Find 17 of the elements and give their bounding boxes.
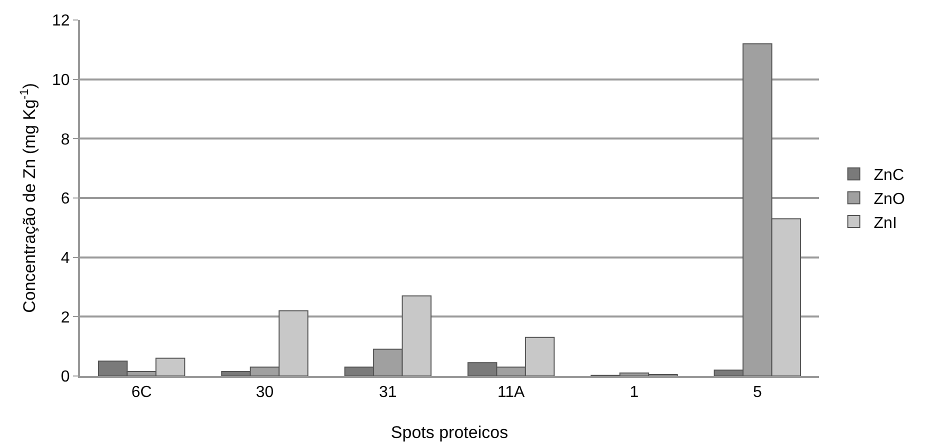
x-axis-title: Spots proteicos — [390, 423, 508, 442]
x-tick-label: 1 — [630, 384, 639, 402]
x-tick-label: 6C — [131, 384, 152, 402]
x-tick-label: 5 — [752, 384, 762, 402]
x-tick-label: 31 — [379, 384, 397, 402]
y-tick-label: 8 — [60, 131, 70, 148]
x-tick-label: 30 — [256, 384, 274, 402]
y-tick-label: 10 — [52, 72, 70, 89]
y-tick-label: 4 — [60, 250, 70, 267]
y-tick-label: 6 — [60, 190, 70, 208]
legend-label: ZnC — [874, 167, 904, 184]
legend-label: ZnO — [874, 190, 905, 208]
y-tick-label: 2 — [60, 309, 70, 326]
y-tick-label: 12 — [52, 12, 70, 30]
x-tick-label: 11A — [497, 384, 526, 402]
y-tick-label: 0 — [60, 368, 70, 386]
legend-label: ZnI — [874, 214, 897, 232]
